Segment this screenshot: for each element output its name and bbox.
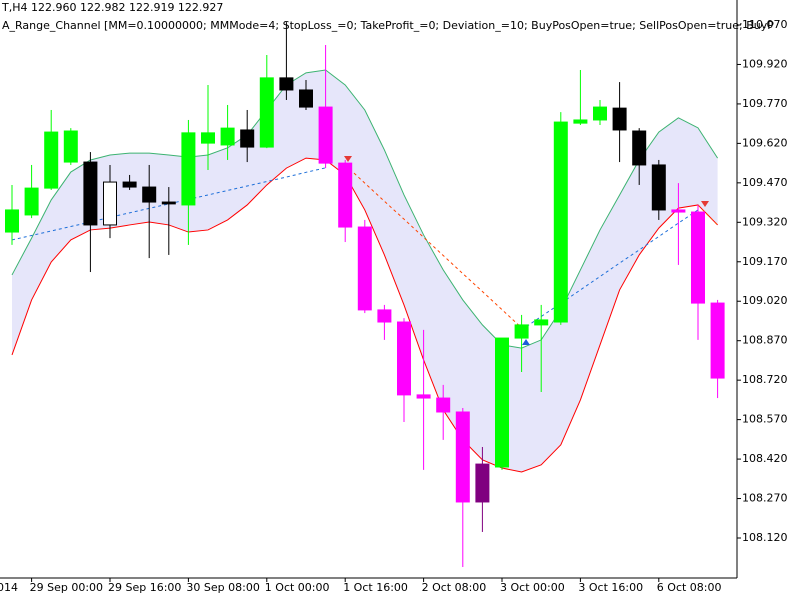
candle-body (103, 181, 117, 226)
x-tick-label: 1 Oct 00:00 (265, 581, 330, 594)
candle-body (142, 186, 157, 203)
buy-arrow (522, 339, 530, 345)
x-tick-label: 29 Sep 00:00 (30, 581, 103, 594)
indicator-text: A_Range_Channel [MM=0.10000000; MMMode=4… (2, 19, 774, 32)
candle-body (691, 211, 705, 304)
y-tick-label: 109.170 (742, 255, 788, 268)
candle-body (397, 321, 411, 396)
candle-body (338, 162, 353, 228)
candle-body (455, 411, 470, 503)
candle-body (5, 209, 19, 233)
y-tick-label: 109.920 (742, 57, 788, 70)
candle-body (24, 187, 39, 216)
sell-arrow (344, 156, 352, 162)
candle-body (573, 119, 588, 124)
plot-area (5, 22, 725, 567)
candle-body (44, 131, 59, 189)
candle-body (279, 77, 294, 91)
candle-body (495, 337, 509, 468)
y-tick-label: 108.420 (742, 452, 788, 465)
candle-body (612, 107, 627, 131)
x-tick-label: 3 Oct 00:00 (500, 581, 565, 594)
y-tick-label: 109.770 (742, 97, 788, 110)
x-tick-label: 29 Sep 16:00 (108, 581, 181, 594)
x-tick-label: 3 Oct 16:00 (578, 581, 643, 594)
candle-body (671, 209, 686, 213)
y-tick-label: 109.470 (742, 176, 788, 189)
y-tick-label: 108.720 (742, 373, 788, 386)
y-tick-label: 110.070 (742, 18, 788, 31)
channel-line (11, 69, 719, 349)
y-tick-label: 108.570 (742, 413, 788, 426)
candle-body (514, 324, 529, 339)
channel-line (11, 157, 718, 473)
candle-body (357, 226, 372, 311)
candle-body (318, 106, 333, 164)
y-tick-label: 108.120 (742, 531, 788, 544)
candle-body (161, 201, 176, 205)
sell-arrow (701, 201, 709, 207)
y-tick-label: 109.020 (742, 294, 788, 307)
y-tick-label: 109.320 (742, 215, 788, 228)
x-tick-label: 014 (0, 581, 18, 594)
candle-body (299, 89, 313, 108)
header-text: T,H4 122.960 122.982 122.919 122.927 (1, 1, 223, 14)
candle-body (632, 130, 647, 166)
y-tick-label: 108.870 (742, 334, 788, 347)
candle-body (377, 309, 392, 323)
candle-body (416, 394, 431, 399)
candle-body (240, 129, 255, 148)
candle-body (710, 302, 725, 379)
candle-body (436, 397, 451, 413)
candle-body (63, 130, 78, 163)
x-tick-label: 6 Oct 08:00 (657, 581, 722, 594)
candle-body (593, 106, 607, 121)
candle-body (220, 127, 235, 146)
candle-body (475, 463, 490, 503)
candle-body (201, 132, 215, 144)
candle-body (553, 121, 568, 323)
candle-body (83, 161, 98, 226)
candle-body (181, 132, 196, 206)
candle-body (651, 164, 666, 211)
candle-body (122, 181, 137, 188)
x-tick-label: 1 Oct 16:00 (343, 581, 408, 594)
y-tick-label: 109.620 (742, 136, 788, 149)
y-tick-label: 108.270 (742, 492, 788, 505)
candle-body (259, 77, 274, 148)
candle-body (534, 319, 549, 326)
signal-line (344, 164, 718, 329)
x-tick-label: 30 Sep 08:00 (186, 581, 259, 594)
x-tick-label: 2 Oct 08:00 (422, 581, 487, 594)
